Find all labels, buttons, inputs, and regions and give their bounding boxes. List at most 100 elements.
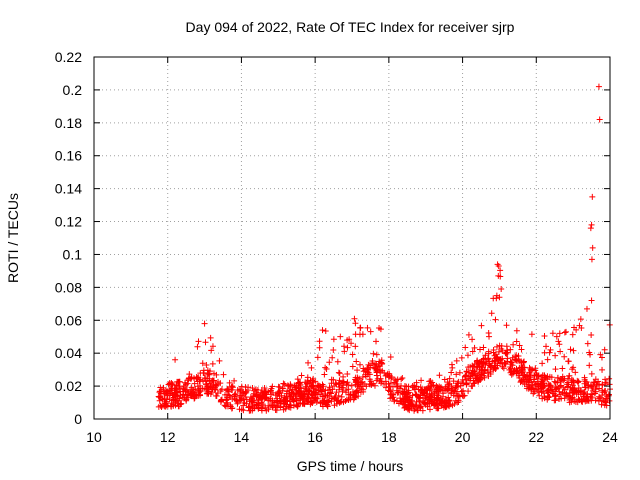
data-point [582,384,589,391]
data-point [305,387,312,394]
data-point [220,371,227,378]
data-point [467,375,474,382]
data-point [292,384,299,391]
data-point [363,383,370,390]
data-point [577,316,584,323]
data-point [485,373,492,380]
data-point [418,377,425,384]
data-point [367,364,374,371]
data-point [157,384,164,391]
data-point [510,341,517,348]
data-point [424,403,431,410]
data-point [272,407,279,414]
data-point [478,371,485,378]
data-point [364,371,371,378]
data-point [556,388,563,395]
data-point [224,400,231,407]
x-tick-label: 12 [160,429,176,445]
data-point [498,343,505,350]
data-point [491,364,498,371]
data-point [595,378,602,385]
data-point [499,363,506,370]
data-point [602,388,609,395]
data-point [323,365,330,372]
data-point [530,385,537,392]
data-point [516,374,523,381]
data-point [290,398,297,405]
data-point [482,352,489,359]
data-point [515,356,522,363]
x-axis-label: GPS time / hours [297,458,404,474]
data-point [570,347,577,354]
y-tick-label: 0.22 [55,49,82,65]
data-point [566,397,573,404]
data-point [583,398,590,405]
data-point [360,368,367,375]
data-point [195,338,202,345]
data-point [587,225,594,232]
data-point [305,359,312,366]
data-point [588,256,595,263]
data-point [564,392,571,399]
data-point [314,382,321,389]
data-point [355,383,362,390]
data-point [597,351,604,358]
data-point [204,389,211,396]
data-point [331,382,338,389]
x-tick-label: 16 [307,429,323,445]
data-point [279,385,286,392]
data-point [495,348,502,355]
data-point [422,395,429,402]
data-point [196,388,203,395]
data-point [253,402,260,409]
data-point [368,381,375,388]
data-point [520,372,527,379]
data-point [419,407,426,414]
data-point [543,343,550,350]
data-point [465,364,472,371]
data-point [199,360,206,367]
data-point [226,379,233,386]
data-point [326,393,333,400]
data-point [231,377,238,384]
data-point [180,383,187,390]
x-tick-label: 14 [234,429,250,445]
data-point [573,326,580,333]
data-point [168,403,175,410]
data-point [336,370,343,377]
data-point [296,397,303,404]
data-point [168,379,175,386]
data-point [217,397,224,404]
data-point [507,369,514,376]
data-point [541,333,548,339]
data-point [308,364,315,371]
data-point [470,380,477,387]
data-point [242,384,249,391]
data-point [535,389,542,396]
data-point [599,381,606,388]
data-point [293,391,300,398]
data-point [590,383,597,390]
data-point [266,402,273,409]
x-tick-label: 10 [86,429,102,445]
data-point [372,365,379,372]
data-point [214,378,221,385]
data-point [202,375,209,382]
data-point [502,361,509,368]
data-point [413,398,420,405]
data-point [495,272,502,279]
data-point [400,390,407,397]
x-tick-label: 24 [602,429,618,445]
data-point [307,401,314,408]
data-point [258,395,265,402]
data-point [381,369,388,376]
data-point [348,340,355,347]
data-point [426,396,433,403]
data-point [243,388,250,395]
data-point [462,344,469,351]
data-point [316,344,323,351]
data-point [242,390,249,397]
data-point [564,375,571,382]
data-point [185,376,192,383]
data-point [546,382,553,389]
